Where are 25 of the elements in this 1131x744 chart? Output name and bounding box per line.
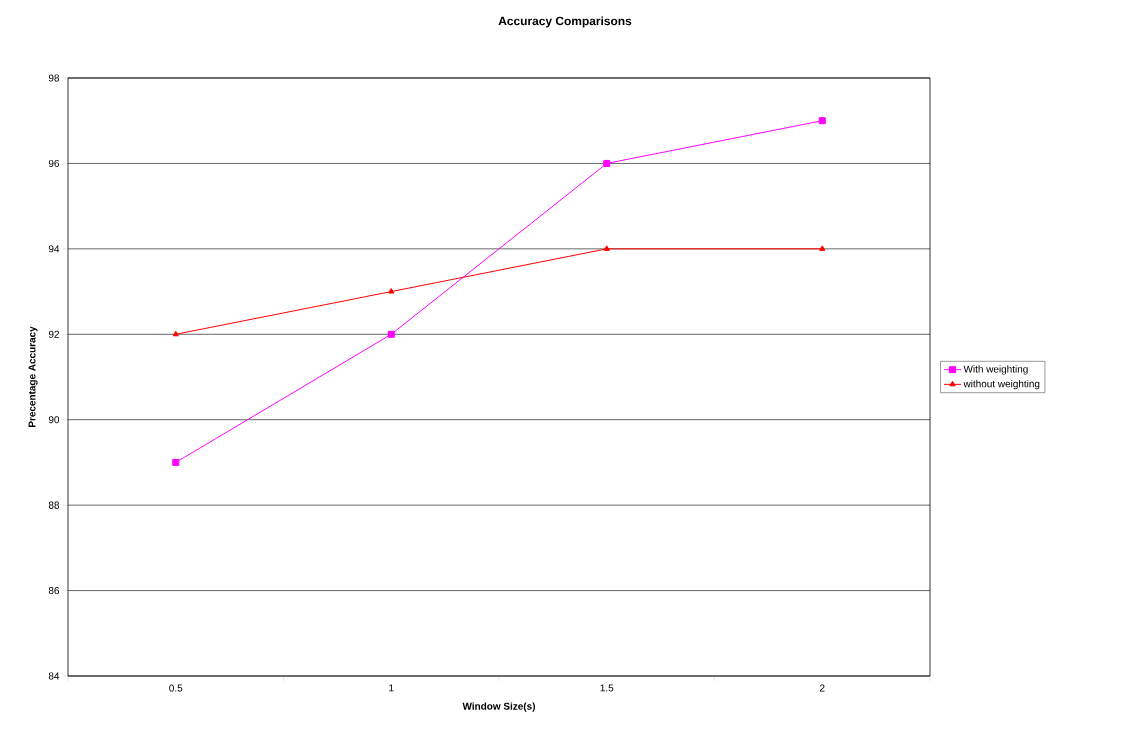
- chart-title: Accuracy Comparisons: [498, 16, 632, 28]
- point: [818, 117, 826, 125]
- y-tick-label: 88: [48, 501, 60, 509]
- legend-label: without weighting: [963, 379, 1040, 390]
- y-tick-label: 96: [48, 159, 60, 167]
- point: [388, 288, 395, 294]
- point: [603, 159, 611, 167]
- legend-label: With weighting: [963, 365, 1028, 375]
- y-tick-label: 90: [48, 416, 60, 424]
- point: [172, 458, 180, 466]
- point: [172, 330, 179, 337]
- x-axis-title: Window Size(s): [462, 702, 536, 712]
- x-tick-label: 1.5: [600, 684, 614, 692]
- point: [387, 330, 395, 338]
- y-tick-label: 94: [48, 245, 60, 253]
- point: [819, 245, 826, 251]
- x-tick-label: 1: [389, 684, 394, 692]
- x-tick-label: 0.5: [169, 684, 183, 692]
- y-tick-label: 86: [48, 587, 60, 595]
- y-tick-label: 98: [48, 74, 60, 82]
- y-axis-title: Precentage Accuracy: [28, 326, 38, 427]
- x-tick-label: 2: [819, 684, 825, 692]
- y-tick-label: 92: [48, 330, 59, 338]
- y-tick-label: 84: [48, 672, 60, 680]
- point: [603, 245, 610, 251]
